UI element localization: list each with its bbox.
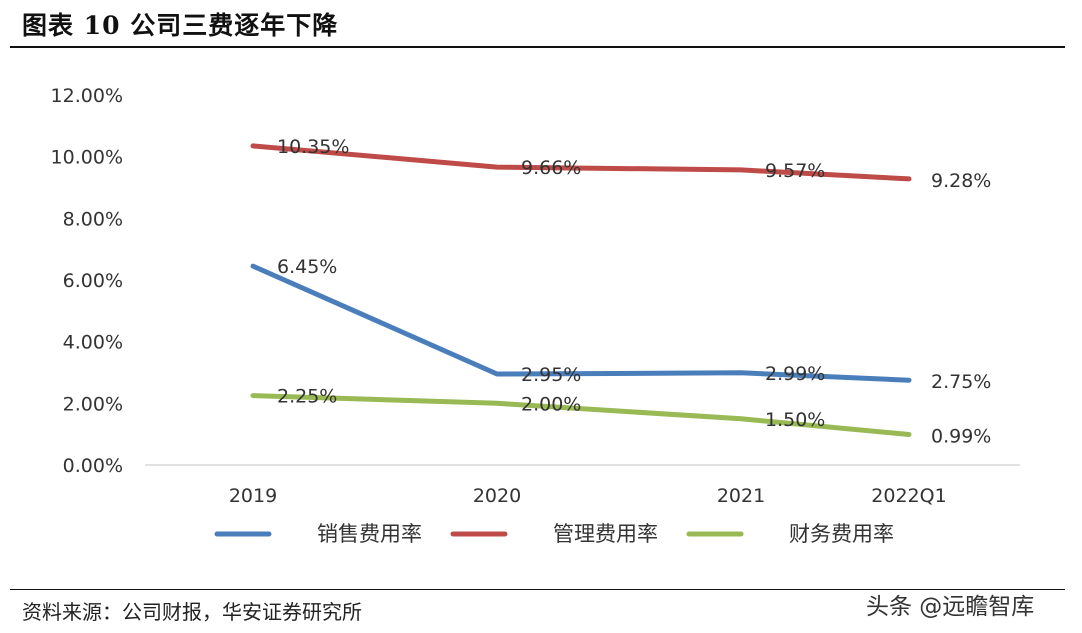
- data-label: 0.99%: [931, 425, 991, 447]
- x-tick-label: 2021: [717, 485, 765, 507]
- legend-label: 销售费用率: [317, 522, 422, 546]
- y-tick-label: 10.00%: [51, 147, 123, 169]
- data-label: 2.75%: [931, 371, 991, 393]
- data-label: 2.00%: [521, 393, 581, 415]
- data-label: 2.25%: [277, 386, 337, 408]
- data-label: 2.99%: [765, 363, 825, 385]
- legend: 销售费用率 管理费用率 财务费用率: [214, 522, 894, 546]
- figure-title: 图表 10 公司三费逐年下降: [22, 11, 339, 40]
- x-axis: 2019 2020 2021 2022Q1: [145, 464, 1020, 507]
- y-tick-label: 0.00%: [63, 455, 123, 477]
- data-label: 1.50%: [765, 409, 825, 431]
- y-axis: 0.00% 2.00% 4.00% 6.00% 8.00% 10.00% 12.00%: [51, 85, 123, 477]
- bottom-rule: [10, 589, 1065, 590]
- data-label: 2.95%: [521, 364, 581, 386]
- data-labels: 6.45% 2.95% 2.99% 2.75% 10.35% 9.66% 9.57% 9.28…: [277, 136, 991, 448]
- x-tick-label: 2020: [473, 485, 521, 507]
- y-tick-label: 12.00%: [51, 85, 123, 107]
- x-tick-label: 2019: [229, 485, 277, 507]
- series-line: [250, 143, 912, 182]
- data-label: 9.57%: [765, 160, 825, 182]
- line-chart: 0.00% 2.00% 4.00% 6.00% 8.00% 10.00% 12.00% 20…: [51, 85, 1020, 546]
- top-rule: [10, 46, 1065, 48]
- series-lines: [250, 143, 912, 437]
- series-line: [250, 393, 912, 437]
- legend-label: 财务费用率: [789, 522, 894, 546]
- y-tick-label: 8.00%: [63, 208, 123, 230]
- data-label: 9.28%: [931, 170, 991, 192]
- data-label: 6.45%: [277, 256, 337, 278]
- data-label: 9.66%: [521, 157, 581, 179]
- y-tick-label: 2.00%: [63, 393, 123, 415]
- source-note: 资料来源：公司财报，华安证券研究所: [22, 600, 362, 624]
- x-tick-label: 2022Q1: [871, 485, 946, 507]
- series-line: [250, 263, 912, 383]
- y-tick-label: 6.00%: [63, 270, 123, 292]
- y-tick-label: 4.00%: [63, 332, 123, 354]
- data-label: 10.35%: [277, 136, 349, 158]
- watermark: 头条 @远瞻智库: [866, 594, 1035, 620]
- legend-label: 管理费用率: [553, 522, 658, 546]
